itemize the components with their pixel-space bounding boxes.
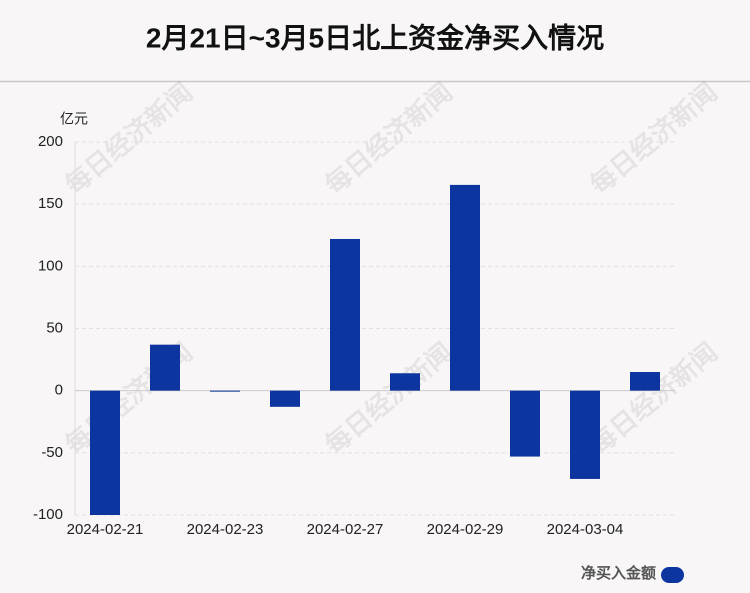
bar	[510, 390, 540, 457]
bar	[330, 238, 360, 391]
y-tick-label: -50	[41, 444, 63, 461]
bar	[570, 390, 600, 479]
bar	[390, 373, 420, 391]
x-tick-label: 2024-02-23	[187, 521, 264, 538]
watermark: 每日经济新闻	[59, 77, 198, 200]
y-tick-label: 200	[38, 133, 63, 150]
watermark: 每日经济新闻	[584, 77, 723, 200]
legend-swatch	[661, 567, 684, 583]
bar	[270, 390, 300, 407]
y-tick-label: 100	[38, 257, 63, 274]
bar	[150, 344, 180, 391]
bar	[90, 390, 120, 515]
x-tick-label: 2024-03-04	[547, 521, 624, 538]
chart-title: 2月21日~3月5日北上资金净买入情况	[146, 21, 604, 53]
y-tick-label: 50	[46, 319, 63, 336]
x-tick-label: 2024-02-27	[307, 521, 384, 538]
y-tick-label: 0	[55, 382, 63, 399]
y-axis-unit: 亿元	[60, 111, 88, 127]
legend-label: 净买入金额	[581, 564, 656, 582]
bar	[630, 372, 660, 391]
watermark: 每日经济新闻	[319, 77, 458, 200]
y-tick-label: 150	[38, 195, 63, 212]
y-tick-label: -100	[33, 506, 63, 523]
watermark: 每日经济新闻	[584, 337, 723, 460]
bar	[450, 184, 480, 391]
x-tick-label: 2024-02-21	[67, 521, 144, 538]
bar	[210, 390, 240, 392]
x-tick-label: 2024-02-29	[427, 521, 504, 538]
